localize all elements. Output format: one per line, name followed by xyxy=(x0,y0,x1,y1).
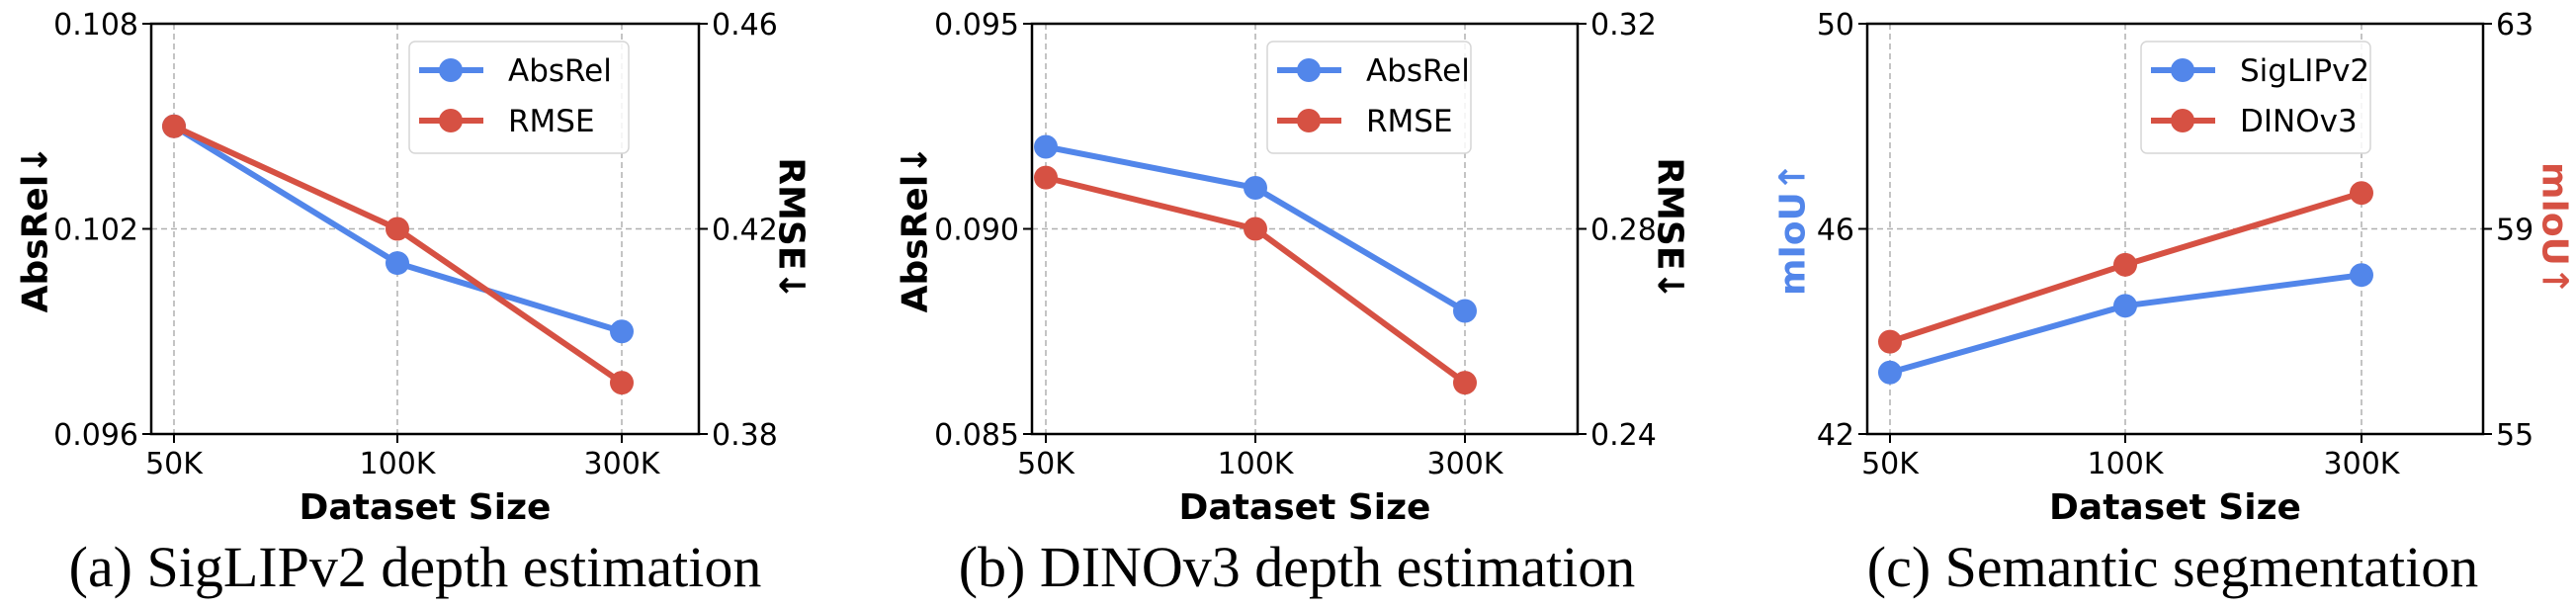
y-right-tick-label: 0.28 xyxy=(1590,214,1657,248)
y-left-tick-label: 0.095 xyxy=(934,8,1019,43)
y-right-tick-label: 0.46 xyxy=(712,8,778,43)
y-left-tick-label: 0.096 xyxy=(53,418,138,453)
y-right-axis-title: mIoU↑ xyxy=(2534,162,2575,296)
y-right-axis-title: RMSE↓ xyxy=(1650,157,1690,300)
data-point-rmse-300k xyxy=(1453,371,1477,395)
x-tick-label: 300K xyxy=(1427,447,1504,481)
y-left-axis-title: AbsRel↓ xyxy=(896,145,936,313)
x-tick-label: 100K xyxy=(360,447,437,481)
legend-swatch-marker xyxy=(1297,58,1321,82)
data-point-siglipv2-300k xyxy=(2350,263,2373,288)
subfigure-caption: (c) Semantic segmentation xyxy=(1867,535,2478,599)
chart-panel-a: 0.096 0.102 0.108 0.38 0.42 0.46 50K 100K 300K Da… xyxy=(16,8,812,599)
data-point-rmse-100k xyxy=(386,217,409,241)
x-tick-label: 50K xyxy=(145,447,204,481)
y-left-axis-title: mIoU↑ xyxy=(1773,162,1814,296)
y-right-tick-label: 0.38 xyxy=(712,418,778,453)
legend-label: DINOv3 xyxy=(2240,104,2358,139)
data-point-absrel-100k xyxy=(386,251,409,276)
y-left-tick-label: 0.108 xyxy=(53,8,138,43)
y-left-tick-label: 50 xyxy=(1817,8,1854,43)
x-axis-title: Dataset Size xyxy=(2049,487,2301,528)
x-tick-label: 100K xyxy=(2088,447,2165,481)
chart-panel-c: 42 46 50 55 59 63 50K 100K 300K Dataset Size mIoU↑… xyxy=(1773,8,2575,599)
data-point-absrel-100k xyxy=(1244,176,1267,200)
y-left-axis-title: AbsRel↓ xyxy=(16,145,56,313)
data-point-rmse-100k xyxy=(1244,217,1267,241)
data-point-dinov3-50k xyxy=(1878,329,1902,354)
x-tick-label: 300K xyxy=(584,447,661,481)
legend-swatch-marker xyxy=(2171,58,2194,82)
y-right-tick-label: 63 xyxy=(2496,8,2533,43)
data-point-rmse-300k xyxy=(610,371,634,395)
y-left-tick-label: 0.102 xyxy=(53,214,138,248)
y-left-tick-label: 0.090 xyxy=(934,214,1019,248)
subfigure-caption: (a) SigLIPv2 depth estimation xyxy=(69,535,762,599)
legend-label: RMSE xyxy=(508,104,595,139)
y-left-tick-label: 46 xyxy=(1817,214,1854,248)
data-point-absrel-50k xyxy=(1034,134,1058,159)
legend: SigLIPv2 DINOv3 xyxy=(2140,41,2371,154)
legend-label: AbsRel xyxy=(508,53,612,89)
legend-swatch-marker xyxy=(2171,109,2194,132)
legend-label: AbsRel xyxy=(1366,53,1470,89)
legend-label: RMSE xyxy=(1366,104,1453,139)
y-right-tick-label: 0.42 xyxy=(712,214,778,248)
x-axis-title: Dataset Size xyxy=(300,487,552,528)
y-left-tick-label: 42 xyxy=(1817,418,1854,453)
data-point-siglipv2-100k xyxy=(2113,294,2137,318)
data-point-rmse-50k xyxy=(162,114,186,138)
data-point-dinov3-300k xyxy=(2350,181,2373,206)
y-left-tick-label: 0.085 xyxy=(934,418,1019,453)
x-tick-label: 100K xyxy=(1218,447,1295,481)
data-point-dinov3-100k xyxy=(2113,252,2137,277)
legend: AbsRel RMSE xyxy=(1266,41,1472,154)
chart-panel-b: 0.085 0.090 0.095 0.24 0.28 0.32 50K 100K 300K Da… xyxy=(896,8,1690,599)
data-point-rmse-50k xyxy=(1034,165,1058,190)
x-tick-label: 50K xyxy=(1017,447,1075,481)
legend-label: SigLIPv2 xyxy=(2240,53,2369,89)
data-point-absrel-300k xyxy=(610,319,634,344)
x-tick-label: 50K xyxy=(1861,447,1920,481)
data-point-absrel-300k xyxy=(1453,299,1477,323)
legend-swatch-marker xyxy=(439,58,463,82)
legend-swatch-marker xyxy=(1297,109,1321,132)
y-right-tick-label: 0.32 xyxy=(1590,8,1657,43)
y-right-tick-label: 59 xyxy=(2496,214,2533,248)
x-tick-label: 300K xyxy=(2324,447,2401,481)
y-right-tick-label: 0.24 xyxy=(1590,418,1657,453)
x-axis-title: Dataset Size xyxy=(1179,487,1431,528)
legend: AbsRel RMSE xyxy=(408,41,630,154)
subfigure-caption: (b) DINOv3 depth estimation xyxy=(959,535,1636,599)
y-right-tick-label: 55 xyxy=(2496,418,2533,453)
data-point-siglipv2-50k xyxy=(1878,360,1902,385)
legend-swatch-marker xyxy=(439,109,463,132)
y-right-axis-title: RMSE↓ xyxy=(771,157,812,300)
